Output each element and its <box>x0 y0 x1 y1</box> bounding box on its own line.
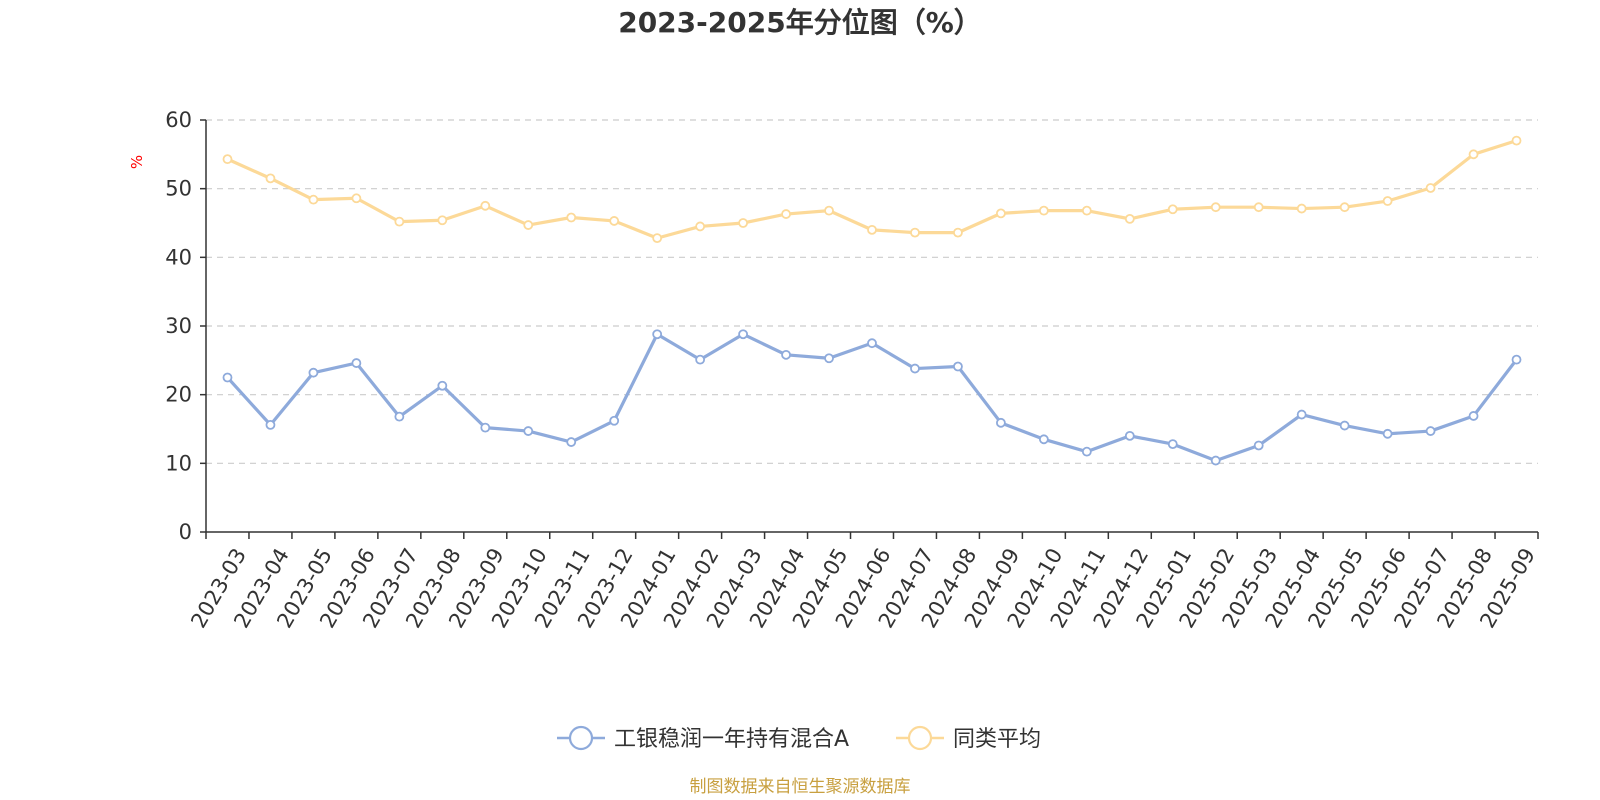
data-point[interactable] <box>1038 434 1049 445</box>
axes <box>200 119 1539 539</box>
data-point[interactable] <box>609 216 620 226</box>
source-note: 制图数据来自恒生聚源数据库 <box>690 777 911 797</box>
data-point[interactable] <box>652 329 663 340</box>
data-point[interactable] <box>1124 430 1135 441</box>
series-line <box>226 332 1518 463</box>
chart-title: 2023-2025年分位图（%） <box>618 6 982 39</box>
data-point[interactable] <box>437 215 448 226</box>
data-point[interactable] <box>695 354 706 365</box>
legend-label: 同类平均 <box>953 727 1041 752</box>
data-point[interactable] <box>523 426 534 436</box>
data-point[interactable] <box>351 193 362 204</box>
data-point[interactable] <box>1081 205 1092 216</box>
data-point[interactable] <box>437 380 448 391</box>
y-tick-labels: 0 10 20 30 40 50 60 <box>165 108 192 544</box>
data-point[interactable] <box>953 361 963 372</box>
data-point[interactable] <box>1038 205 1049 216</box>
data-point[interactable] <box>351 358 362 368</box>
data-point[interactable] <box>824 205 834 216</box>
y-tick-label: 20 <box>165 383 192 407</box>
data-point[interactable] <box>566 437 577 447</box>
series-lines <box>222 135 1522 466</box>
data-point[interactable] <box>222 154 233 165</box>
data-point[interactable] <box>265 419 276 430</box>
data-point[interactable] <box>1124 213 1135 224</box>
data-point[interactable] <box>996 417 1006 428</box>
data-point[interactable] <box>867 224 877 235</box>
y-tick-label: 0 <box>179 520 192 544</box>
y-tick-label: 10 <box>165 451 192 475</box>
data-point[interactable] <box>1382 428 1393 439</box>
data-point[interactable] <box>1210 202 1221 213</box>
y-tick-label: 50 <box>165 177 192 201</box>
data-point[interactable] <box>394 411 405 422</box>
data-point[interactable] <box>523 220 534 230</box>
data-point[interactable] <box>996 208 1006 219</box>
legend-label: 工银稳润一年持有混合A <box>614 727 849 752</box>
data-point[interactable] <box>1167 204 1178 215</box>
data-point[interactable] <box>1511 354 1522 365</box>
legend-item[interactable]: 同类平均 <box>896 725 1041 752</box>
data-point[interactable] <box>1468 411 1479 421</box>
legend-marker <box>907 725 933 751</box>
data-point[interactable] <box>652 233 663 244</box>
data-point[interactable] <box>738 218 748 228</box>
data-point[interactable] <box>1296 203 1307 214</box>
data-point[interactable] <box>1468 149 1479 160</box>
series-line <box>226 139 1518 240</box>
series-0 <box>222 329 1522 466</box>
data-point[interactable] <box>1425 183 1436 193</box>
data-point[interactable] <box>824 353 834 364</box>
data-point[interactable] <box>1339 420 1350 431</box>
data-point[interactable] <box>265 173 276 184</box>
data-point[interactable] <box>480 200 491 211</box>
y-axis-label: % <box>128 155 146 169</box>
data-point[interactable] <box>910 363 920 374</box>
data-point[interactable] <box>394 216 405 227</box>
data-point[interactable] <box>1210 455 1221 466</box>
legend[interactable]: 工银稳润一年持有混合A 同类平均 <box>557 725 1041 752</box>
data-point[interactable] <box>308 194 319 205</box>
data-point[interactable] <box>738 329 748 340</box>
data-point[interactable] <box>1382 196 1393 206</box>
data-point[interactable] <box>1511 135 1522 146</box>
data-point[interactable] <box>1296 409 1307 420</box>
data-point[interactable] <box>781 349 791 360</box>
data-point[interactable] <box>566 212 577 223</box>
legend-marker <box>568 725 594 751</box>
data-point[interactable] <box>1253 440 1264 451</box>
x-tick-labels: 2023-032023-042023-052023-062023-072023-… <box>186 544 1540 632</box>
data-point[interactable] <box>1253 202 1264 213</box>
data-point[interactable] <box>910 227 920 238</box>
y-tick-label: 30 <box>165 314 192 338</box>
data-point[interactable] <box>1339 202 1350 213</box>
data-point[interactable] <box>867 338 877 349</box>
data-point[interactable] <box>1425 426 1436 436</box>
legend-item[interactable]: 工银稳润一年持有混合A <box>557 725 849 752</box>
y-tick-label: 40 <box>165 245 192 269</box>
data-point[interactable] <box>480 422 491 433</box>
series-1 <box>222 135 1522 244</box>
data-point[interactable] <box>308 367 319 378</box>
data-point[interactable] <box>222 372 233 383</box>
data-point[interactable] <box>695 221 706 232</box>
data-point[interactable] <box>781 209 791 219</box>
data-point[interactable] <box>609 415 620 426</box>
y-tick-label: 60 <box>165 108 192 132</box>
data-point[interactable] <box>1081 446 1092 457</box>
data-point[interactable] <box>953 227 963 238</box>
data-point[interactable] <box>1167 439 1178 450</box>
